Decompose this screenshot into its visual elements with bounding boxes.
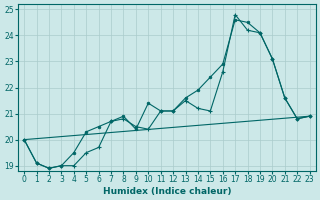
X-axis label: Humidex (Indice chaleur): Humidex (Indice chaleur) — [103, 187, 231, 196]
